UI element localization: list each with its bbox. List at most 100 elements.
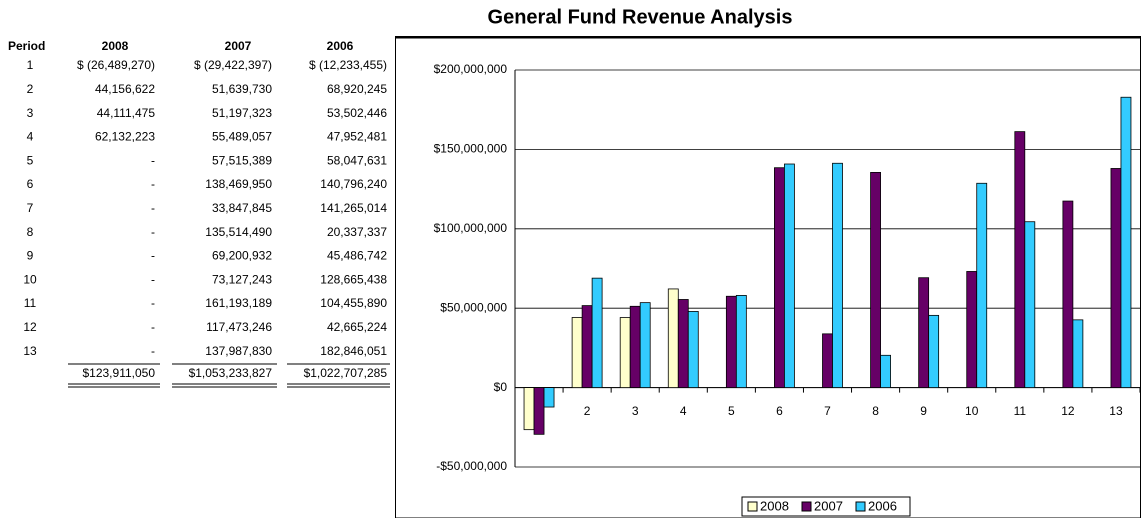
table-cell: - [151,201,155,215]
y-tick-label: $150,000,000 [434,142,508,156]
x-tick-label: 8 [872,404,879,418]
table-cell: 6 [27,177,34,191]
table-cell: - [151,177,155,191]
table-cell: - [151,296,155,310]
table-cell: 51,639,730 [212,82,272,96]
table-cell: 7 [27,201,34,215]
bar [1072,319,1084,388]
table-cell: - [151,272,155,286]
table-cell: 104,455,890 [320,296,387,310]
bar [918,277,930,389]
x-tick-label: 4 [680,404,687,418]
bar [870,172,881,388]
table-cell: 44,156,622 [95,82,155,96]
table-total: $1,022,707,285 [304,366,388,380]
table-cell: 182,846,051 [320,344,387,358]
bar [591,277,603,389]
table-header: 2006 [327,39,354,53]
legend-label: 2008 [760,498,789,513]
table-total: $1,053,233,827 [189,366,273,380]
bar [677,299,689,388]
table-cell: 51,197,323 [212,106,272,120]
table-cell: - [151,320,155,334]
table-cell: 13 [23,344,37,358]
table-cell: 45,486,742 [327,249,387,263]
bar [571,317,583,388]
table-cell: 73,127,243 [212,272,272,286]
y-tick-label: $200,000,000 [434,62,508,76]
x-tick-label: 7 [824,404,831,418]
bar [687,311,699,388]
table-cell: 68,920,245 [327,82,387,96]
table-cell: $ (29,422,397) [194,58,272,72]
x-tick-label: 3 [632,404,639,418]
bar [1110,168,1122,389]
bar [928,314,940,389]
table-cell: 47,952,481 [327,130,387,144]
table-cell: 138,469,950 [205,177,272,191]
table-header: 2007 [225,39,252,53]
bar [822,333,833,388]
table-cell: 10 [23,272,37,286]
table-cell: 2 [27,82,34,96]
bar [784,163,795,388]
table-cell: 8 [27,225,34,239]
bar [581,305,593,388]
y-tick-label: $0 [494,380,508,394]
x-tick-label: 6 [776,404,783,418]
bar [725,295,737,388]
legend-swatch [855,501,866,512]
table-header: Period [8,39,45,53]
table-header: 2008 [102,39,129,53]
table-cell: 58,047,631 [327,153,387,167]
bar [543,387,555,408]
x-tick-label: 2 [584,404,591,418]
table-cell: 55,489,057 [212,130,272,144]
bar [966,271,978,388]
table-cell: $ (26,489,270) [77,58,155,72]
bar [1014,131,1026,388]
table-cell: 57,515,389 [212,153,272,167]
legend-label: 2006 [868,498,897,513]
table-cell: 3 [27,106,34,120]
table-cell: 12 [23,320,37,334]
table-cell: 161,193,189 [205,296,272,310]
table-cell: 140,796,240 [320,177,387,191]
table-total: $123,911,050 [82,366,155,380]
table-cell: - [151,225,155,239]
bar [533,387,545,435]
x-tick-label: 13 [1109,404,1123,418]
table-cell: 33,847,845 [212,201,272,215]
x-tick-label: 9 [920,404,927,418]
legend-label: 2007 [814,498,843,513]
table-cell: 5 [27,153,34,167]
bar [639,302,651,389]
table-cell: 44,111,475 [97,106,156,120]
table-cell: 117,473,246 [206,320,272,334]
legend-box [741,496,911,517]
table-cell: 20,337,337 [327,225,387,239]
bar [880,354,891,389]
bar [735,295,747,388]
bar [774,167,785,388]
table-cell: 42,665,224 [327,320,387,334]
table-cell: 4 [27,130,34,144]
bar [1062,200,1074,389]
table-cell: 137,987,830 [205,344,272,358]
title: General Fund Revenue Analysis [488,6,793,28]
table-cell: 9 [27,249,34,263]
x-tick-label: 11 [1014,404,1027,418]
table-cell: 135,514,490 [205,225,272,239]
y-tick-label: $50,000,000 [440,300,507,314]
table-cell: 128,665,438 [320,272,387,286]
table-cell: $ (12,233,455) [309,58,387,72]
bar [832,162,843,389]
table-cell: - [151,344,155,358]
table-cell: 69,200,932 [212,249,272,263]
bar [629,305,641,388]
table-cell: - [151,249,155,263]
table-cell: 1 [27,58,34,72]
x-tick-label: 5 [728,404,735,418]
bar [667,288,679,388]
